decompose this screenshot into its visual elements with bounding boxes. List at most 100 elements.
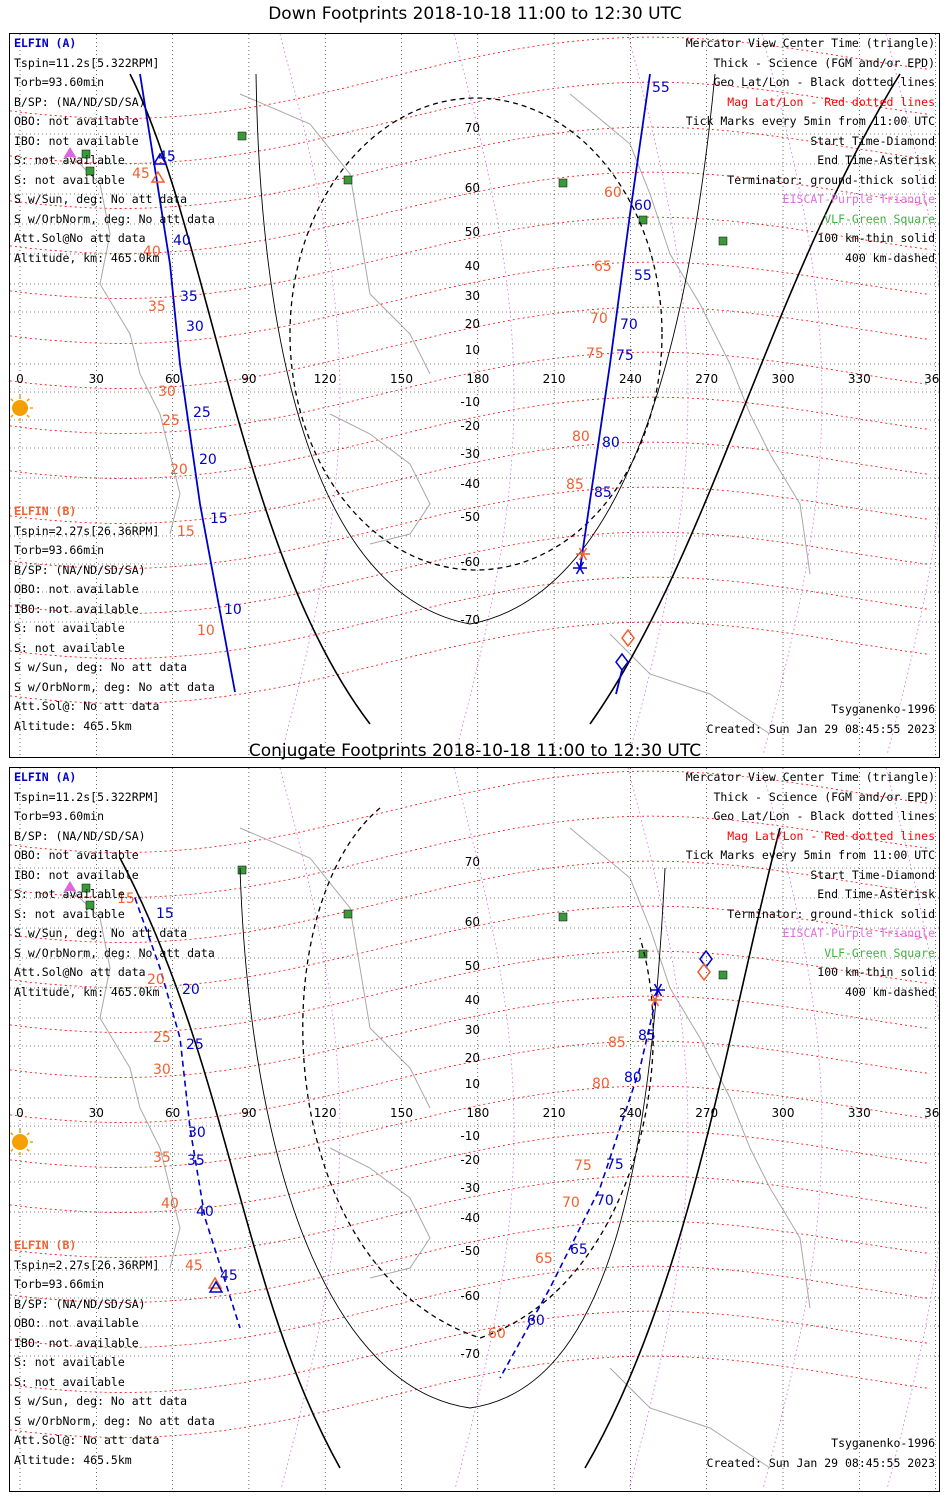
legend-item: Thick - Science (FGM and/or EPD)	[713, 55, 935, 70]
lon-tick-label: 240	[619, 1106, 642, 1120]
mag-lat-line	[10, 1040, 931, 1123]
lat-tick-label: -30	[460, 447, 480, 461]
elfin-a-track	[615, 669, 623, 695]
info-line: IBO: not available	[14, 867, 139, 882]
info-line: S: not available	[14, 153, 125, 167]
lon-tick-label: 330	[848, 1106, 871, 1120]
mag-lat-line	[10, 216, 931, 299]
lon-tick-label: 180	[466, 372, 489, 386]
legend-item: Geo Lat/Lon - Black dotted lines	[713, 809, 935, 823]
elfin-a-track-label: 20	[199, 452, 217, 468]
lon-tick-label: 330	[848, 372, 871, 386]
mag-lat-line	[10, 1310, 931, 1393]
mag-lat-line	[10, 621, 931, 704]
boundary-400km	[289, 97, 663, 571]
elfin-b-track-label: 10	[197, 623, 215, 639]
info-line: Altitude, km: 465.0km	[14, 984, 160, 999]
elfin-b-track-label: 45	[185, 1258, 203, 1274]
elfin-a-track-label: 60	[634, 198, 652, 214]
info-line: S: not available	[14, 640, 125, 655]
elfin-a-track-label: 75	[616, 348, 634, 364]
lat-tick-label: 10	[465, 343, 480, 357]
info-line: S: not available	[14, 906, 125, 921]
coastline	[239, 93, 431, 375]
legend-item: Start Time-Diamond	[810, 867, 935, 882]
elfin-a-track-label: 75	[606, 1157, 624, 1173]
mag-lat-line	[10, 1175, 931, 1258]
info-line: OBO: not available	[14, 848, 139, 862]
elfin-b-track-label: 75	[586, 346, 604, 362]
mag-lat-line	[10, 950, 931, 1033]
info-line: OBO: not available	[14, 582, 139, 596]
sun-ray	[26, 398, 30, 402]
end-asterisk-icon	[578, 547, 588, 561]
vlf-station-icon	[237, 865, 247, 875]
info-line: S: not available	[14, 621, 125, 635]
lon-tick-label: 360	[924, 372, 940, 386]
lon-tick-label: 270	[695, 372, 718, 386]
legend-item: 400 km-dashed	[844, 250, 935, 265]
vlf-station-icon	[558, 178, 568, 188]
panel-2-map: 0306090120150180210240270300330360706050…	[9, 767, 940, 1492]
elfin-b-name: ELFIN (B)	[14, 1238, 77, 1252]
elfin-b-track-label: 40	[161, 1196, 179, 1212]
elfin-a-track-label: 60	[527, 1313, 545, 1329]
end-asterisk-icon	[653, 983, 663, 997]
legend-item: Mercator View Center Time (triangle)	[685, 770, 935, 784]
mag-lon-line	[761, 34, 823, 755]
info-line: Att.Sol@No att data	[14, 231, 146, 245]
mag-lon-line	[453, 34, 515, 755]
lat-tick-label: -40	[460, 1211, 480, 1225]
mag-lon-line	[627, 768, 689, 1489]
elfin-a-track-label: 40	[196, 1204, 214, 1220]
info-line: Tspin=11.2s[5.322RPM]	[14, 55, 160, 70]
vlf-station-icon	[718, 970, 728, 980]
info-line: Altitude: 465.5km	[14, 718, 132, 733]
mag-lat-line	[10, 576, 931, 659]
legend-item: VLF-Green Square	[824, 945, 935, 960]
lon-tick-label: 0	[16, 372, 24, 386]
legend-2: Mercator View Center Time (triangle) Thic…	[686, 768, 935, 1002]
elfin-b-track-label: 85	[566, 477, 584, 493]
vlf-station-icon	[638, 949, 648, 959]
info-line: Tspin=2.27s[26.36RPM]	[14, 1257, 160, 1272]
lat-tick-label: -30	[460, 1181, 480, 1195]
lat-tick-label: -50	[460, 1244, 480, 1258]
mag-lat-line	[10, 905, 931, 988]
info-line: S w/Sun, deg: No att data	[14, 1394, 188, 1408]
elfin-a-track-label: 15	[156, 906, 174, 922]
elfin-a-track	[134, 897, 241, 1329]
elfin-a-track-label: 80	[602, 435, 620, 451]
boundary-100km	[239, 867, 666, 1409]
mag-lat-line	[10, 995, 931, 1078]
lon-tick-label: 90	[241, 372, 256, 386]
terminator-line	[119, 857, 341, 1469]
legend-item: Tick Marks every 5min from 11:00 UTC	[685, 114, 935, 128]
elfin-b-track-label: 65	[594, 259, 612, 275]
lon-tick-label: 60	[165, 372, 180, 386]
info-line: S: not available	[14, 887, 125, 901]
elfin-a-track-label: 80	[624, 1070, 642, 1086]
info-line: S: not available	[14, 1374, 125, 1389]
elfin-a-track-label: 55	[634, 268, 652, 284]
map-canvas-2: 0306090120150180210240270300330360706050…	[10, 768, 940, 1491]
boundary-400km	[302, 807, 654, 1339]
lon-tick-label: 90	[241, 1106, 256, 1120]
lat-tick-label: 20	[465, 317, 480, 331]
lat-tick-label: 60	[465, 915, 480, 929]
lon-tick-label: 300	[772, 1106, 795, 1120]
lat-tick-label: -20	[460, 419, 480, 433]
mag-lat-line	[10, 396, 931, 479]
legend-item: 100 km-thin solid	[817, 965, 935, 979]
elfin-a-track-label: 10	[224, 602, 242, 618]
vlf-station-icon	[638, 215, 648, 225]
lon-tick-label: 360	[924, 1106, 940, 1120]
mag-lon-line	[761, 768, 823, 1489]
coastline	[329, 413, 431, 545]
info-line: B/SP: (NA/ND/SD/SA)	[14, 1296, 146, 1311]
panel-1-title: Down Footprints 2018-10-18 11:00 to 12:3…	[268, 4, 682, 24]
elfin-b-track-label: 80	[592, 1076, 610, 1092]
elfin-a-track	[579, 73, 651, 570]
elfin-b-track-label: 75	[574, 1158, 592, 1174]
sun-icon	[12, 1134, 28, 1150]
